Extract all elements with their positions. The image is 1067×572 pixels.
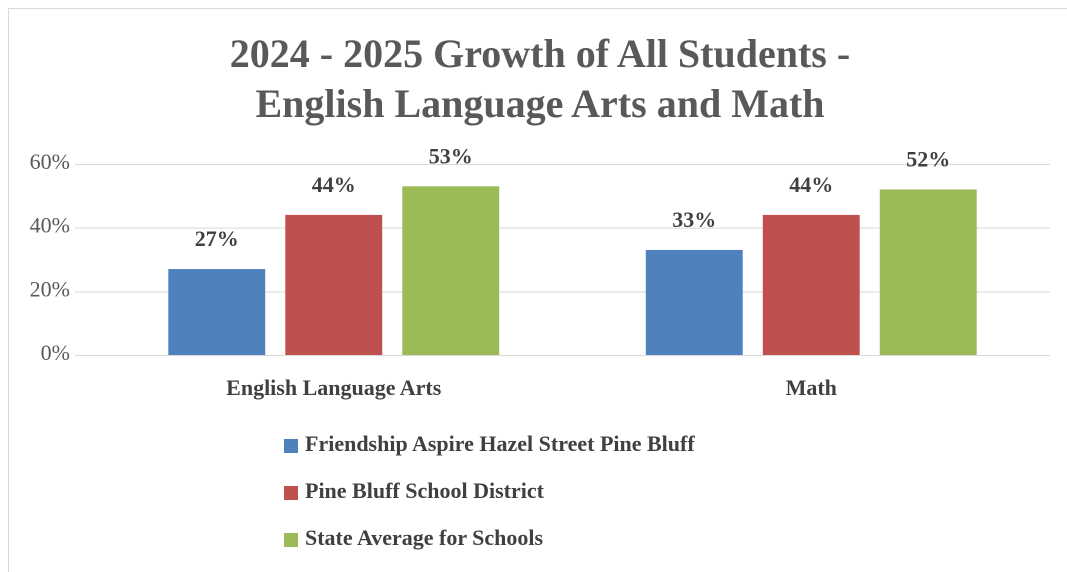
x-tick-label: English Language Arts: [226, 375, 442, 400]
y-tick-label: 40%: [30, 213, 70, 238]
bar: [285, 214, 383, 355]
bar: [168, 269, 266, 355]
x-tick-label: Math: [786, 375, 837, 400]
data-label: 44%: [789, 172, 833, 197]
legend-label: Friendship Aspire Hazel Street Pine Bluf…: [305, 431, 695, 456]
y-tick-label: 0%: [41, 340, 70, 365]
bar: [645, 249, 743, 355]
chart-title: English Language Arts and Math: [255, 81, 824, 126]
y-tick-label: 60%: [30, 149, 70, 174]
bar: [402, 186, 500, 355]
bar: [762, 214, 860, 355]
data-label: 53%: [429, 143, 473, 168]
bar: [879, 189, 977, 355]
data-label: 27%: [195, 226, 239, 251]
legend-swatch: [284, 486, 298, 500]
legend-label: State Average for Schools: [305, 525, 544, 550]
legend-label: Pine Bluff School District: [305, 478, 545, 503]
legend-swatch: [284, 533, 298, 547]
data-label: 33%: [672, 207, 716, 232]
y-tick-label: 20%: [30, 276, 70, 301]
legend-swatch: [284, 439, 298, 453]
data-label: 52%: [906, 147, 950, 172]
chart-title: 2024 - 2025 Growth of All Students -: [230, 31, 850, 76]
data-label: 44%: [312, 172, 356, 197]
